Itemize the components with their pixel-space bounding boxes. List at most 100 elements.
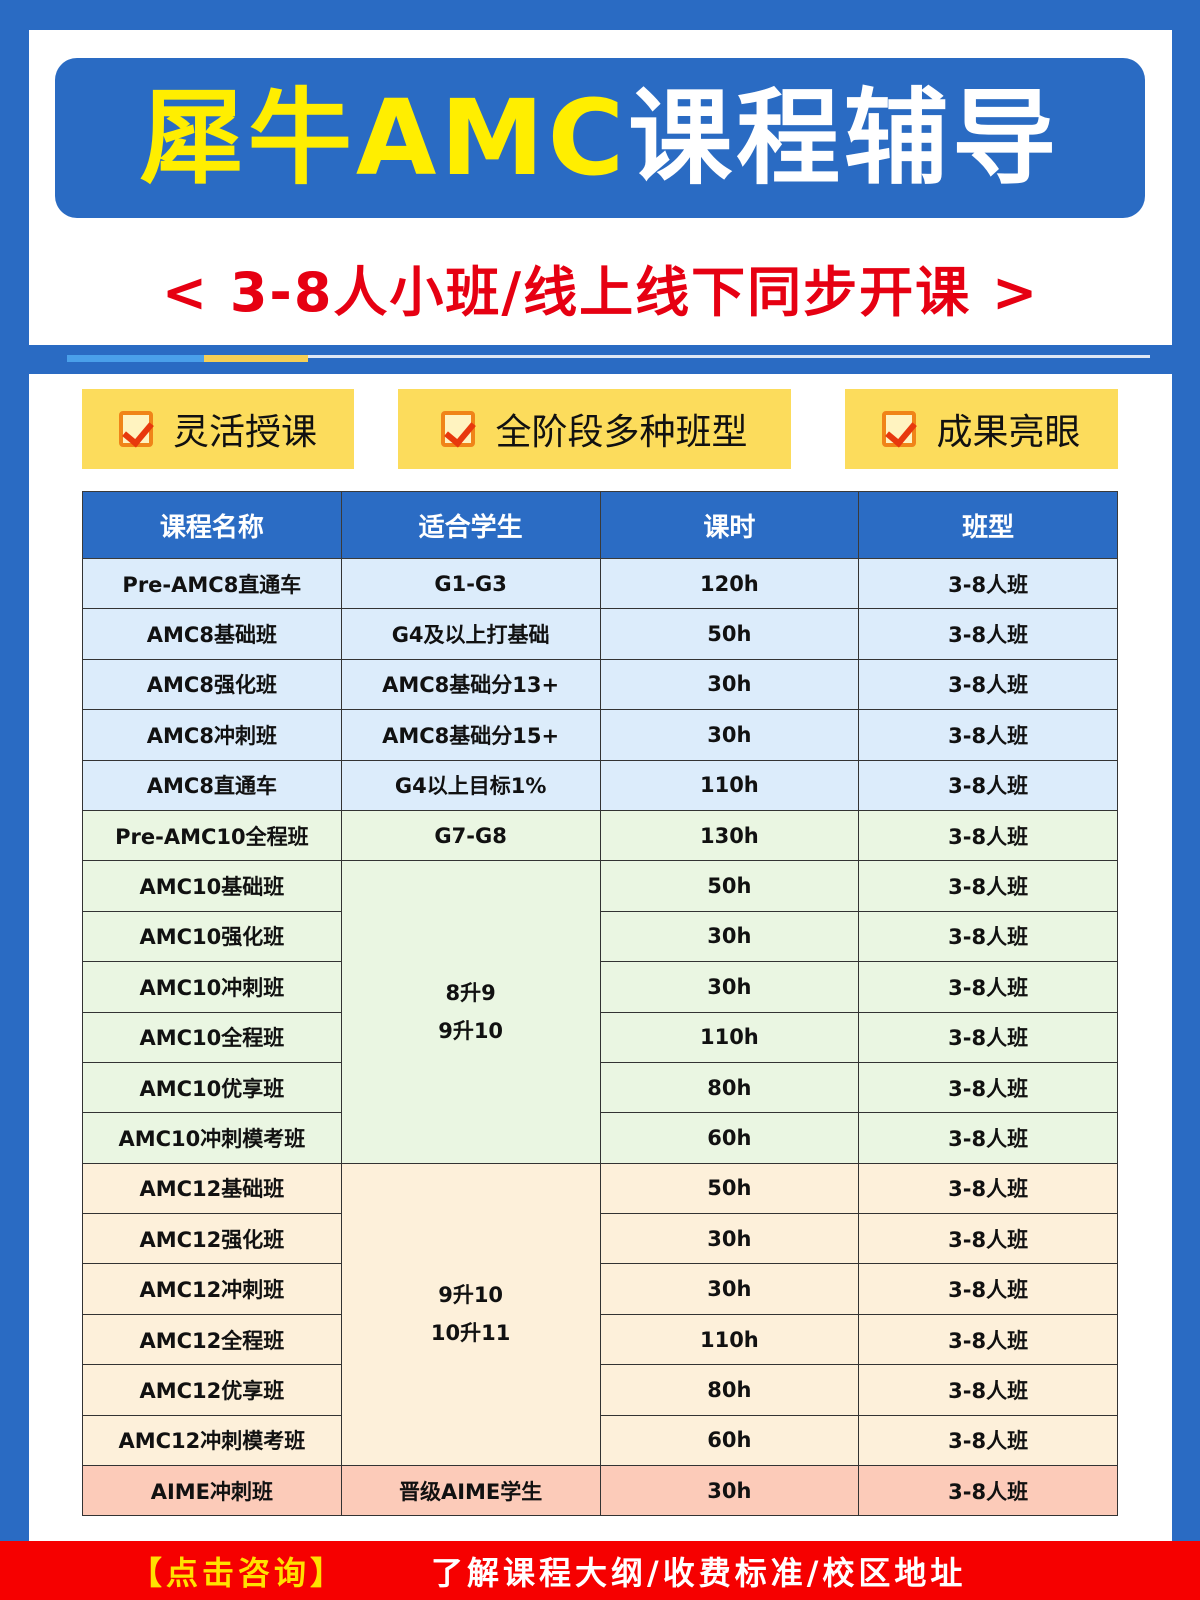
class-type-cell: 3-8人班 — [858, 759, 1118, 811]
header-panel: 犀牛AMC课程辅导 < 3-8人小班/线上线下同步开课 > — [29, 30, 1172, 345]
class-type-cell: 3-8人班 — [858, 1263, 1118, 1315]
students-cell: G7-G8 — [340, 809, 601, 862]
class-type-cell: 3-8人班 — [858, 1414, 1118, 1467]
course-name-cell: AMC10冲刺模考班 — [82, 1112, 342, 1164]
hours-cell: 50h — [599, 1162, 860, 1215]
students-cell: 晋级AIME学生 — [340, 1465, 601, 1517]
content-panel: 灵活授课 全阶段多种班型 成果亮眼 课程名称 适合学生 课时 班型 Pre-AM… — [29, 374, 1172, 1544]
course-name-cell: AMC12冲刺班 — [82, 1263, 342, 1315]
hours-cell: 60h — [599, 1414, 860, 1467]
hours-cell: 130h — [599, 809, 860, 862]
class-type-cell: 3-8人班 — [858, 1112, 1118, 1164]
course-name-cell: AMC12全程班 — [82, 1313, 342, 1366]
course-name-cell: AIME冲刺班 — [82, 1465, 342, 1517]
course-name-cell: AMC10基础班 — [82, 860, 342, 912]
cell-text: 9升10 10升11 — [430, 1283, 511, 1346]
subtitle: < 3-8人小班/线上线下同步开课 > — [161, 261, 1040, 324]
table-row: AMC12基础班 9升10 10升11 50h 3-8人班 — [82, 1162, 1118, 1467]
table-row: AMC12强化班 30h 3-8人班 — [82, 1213, 1118, 1265]
table-row: AMC12全程班 110h 3-8人班 — [82, 1313, 1118, 1366]
checkbox-icon — [441, 411, 476, 447]
class-type-cell: 3-8人班 — [858, 961, 1118, 1013]
column-header: 课程名称 — [82, 491, 342, 559]
students-cell: G4以上目标1% — [340, 759, 601, 811]
table-row: AMC10冲刺班 30h 3-8人班 — [82, 961, 1118, 1013]
hours-cell: 30h — [599, 961, 860, 1013]
class-type-cell: 3-8人班 — [858, 1313, 1118, 1366]
feature-label: 灵活授课 — [172, 412, 317, 453]
hours-cell: 120h — [599, 557, 860, 610]
course-name-cell: AMC10强化班 — [82, 910, 342, 963]
class-type-cell: 3-8人班 — [858, 709, 1118, 761]
hours-cell: 110h — [599, 1313, 860, 1366]
table-row: AMC8直通车 G4以上目标1% 110h 3-8人班 — [82, 759, 1118, 811]
table-row: AIME冲刺班 晋级AIME学生 30h 3-8人班 — [82, 1465, 1118, 1517]
course-name-cell: AMC12优享班 — [82, 1364, 342, 1416]
class-type-cell: 3-8人班 — [858, 608, 1118, 660]
course-name-cell: AMC12基础班 — [82, 1162, 342, 1215]
column-header: 课时 — [599, 491, 860, 559]
class-type-cell: 3-8人班 — [858, 658, 1118, 711]
course-name-cell: Pre-AMC10全程班 — [82, 809, 342, 862]
table-row: AMC8基础班 G4及以上打基础 50h 3-8人班 — [82, 608, 1118, 660]
column-header: 班型 — [858, 491, 1118, 559]
hours-cell: 30h — [599, 658, 860, 711]
feature-label: 成果亮眼 — [936, 412, 1081, 453]
table-row: AMC8冲刺班 AMC8基础分15+ 30h 3-8人班 — [82, 709, 1118, 761]
course-name-cell: AMC10优享班 — [82, 1061, 342, 1114]
consult-banner[interactable]: 【点击咨询】 了解课程大纲/收费标准/校区地址 — [0, 1541, 1200, 1600]
students-cell: G1-G3 — [340, 557, 601, 610]
course-name-cell: AMC10冲刺班 — [82, 961, 342, 1013]
students-cell: 9升10 10升11 — [340, 1162, 601, 1467]
course-name-cell: AMC12强化班 — [82, 1213, 342, 1265]
table-row: AMC12优享班 80h 3-8人班 — [82, 1364, 1118, 1416]
table-row: AMC8强化班 AMC8基础分13+ 30h 3-8人班 — [82, 658, 1118, 711]
table-row: AMC12冲刺班 30h 3-8人班 — [82, 1263, 1118, 1315]
page-title: 犀牛AMC课程辅导 — [55, 58, 1145, 218]
cell-text: 8升9 9升10 — [438, 981, 504, 1044]
checkbox-icon — [118, 411, 153, 447]
hours-cell: 60h — [599, 1112, 860, 1164]
course-name-cell: Pre-AMC8直通车 — [82, 557, 342, 610]
course-name-cell: AMC12冲刺模考班 — [82, 1414, 342, 1467]
course-name-cell: AMC8强化班 — [82, 658, 342, 711]
feature-badge: 灵活授课 — [82, 389, 354, 469]
course-name-cell: AMC10全程班 — [82, 1011, 342, 1063]
class-type-cell: 3-8人班 — [858, 1162, 1118, 1215]
table-row: Pre-AMC8直通车 G1-G3 120h 3-8人班 — [82, 557, 1118, 610]
hours-cell: 80h — [599, 1061, 860, 1114]
hours-cell: 80h — [599, 1364, 860, 1416]
divider-accent-yellow — [204, 355, 308, 362]
table-row: AMC10基础班 8升9 9升10 50h 3-8人班 — [82, 860, 1118, 1164]
feature-label: 全阶段多种班型 — [495, 412, 748, 453]
class-type-cell: 3-8人班 — [858, 1011, 1118, 1063]
checkbox-icon — [882, 411, 917, 447]
class-type-cell: 3-8人班 — [858, 809, 1118, 862]
students-cell: 8升9 9升10 — [340, 860, 601, 1164]
consult-button[interactable]: 【点击咨询】 — [130, 1553, 347, 1592]
table-row: AMC10强化班 30h 3-8人班 — [82, 910, 1118, 963]
divider-accent-blue — [67, 355, 204, 362]
hours-cell: 30h — [599, 1263, 860, 1315]
column-header: 适合学生 — [340, 491, 601, 559]
hours-cell: 110h — [599, 759, 860, 811]
class-type-cell: 3-8人班 — [858, 1364, 1118, 1416]
title-course: 课程辅导 — [628, 77, 1061, 199]
class-type-cell: 3-8人班 — [858, 1213, 1118, 1265]
students-cell: G4及以上打基础 — [340, 608, 601, 660]
course-name-cell: AMC8冲刺班 — [82, 709, 342, 761]
class-type-cell: 3-8人班 — [858, 1465, 1118, 1517]
table-row: AMC10优享班 80h 3-8人班 — [82, 1061, 1118, 1114]
course-name-cell: AMC8基础班 — [82, 608, 342, 660]
consult-info: 了解课程大纲/收费标准/校区地址 — [431, 1553, 967, 1592]
class-type-cell: 3-8人班 — [858, 557, 1118, 610]
course-table: 课程名称 适合学生 课时 班型 Pre-AMC8直通车 G1-G3 120h 3-8人… — [82, 491, 1118, 1517]
class-type-cell: 3-8人班 — [858, 1061, 1118, 1114]
divider-line — [67, 355, 1150, 358]
students-cell: AMC8基础分15+ — [340, 709, 601, 761]
table-row: AMC12冲刺模考班 60h 3-8人班 — [82, 1414, 1118, 1467]
title-brand: 犀牛AMC — [139, 77, 629, 199]
feature-badge: 成果亮眼 — [845, 389, 1118, 469]
hours-cell: 110h — [599, 1011, 860, 1063]
students-cell: AMC8基础分13+ — [340, 658, 601, 711]
